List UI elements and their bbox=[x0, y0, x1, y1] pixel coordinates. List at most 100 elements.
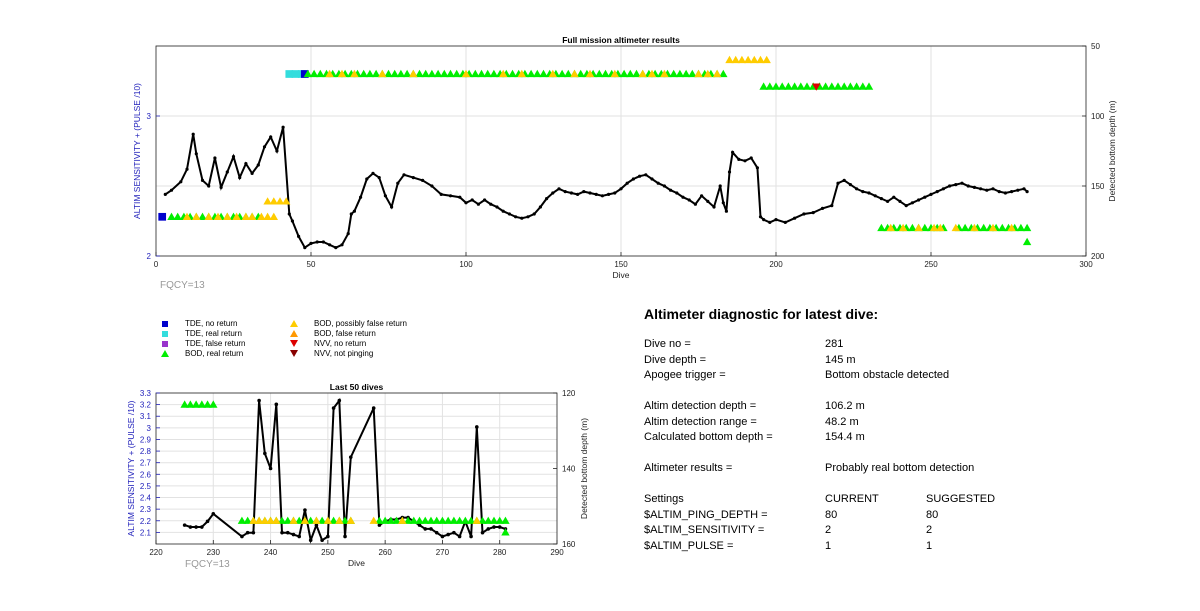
diag-row-pulse: $ALTIM_PULSE = 1 1 bbox=[644, 539, 1164, 555]
bod-real-return-marker bbox=[272, 516, 281, 524]
y-axis-label: ALTIM SENSITIVITY + (PULSE /10) bbox=[126, 400, 136, 536]
bod-real-return-marker bbox=[329, 516, 338, 524]
bod-possibly-false-marker bbox=[260, 516, 270, 524]
tde-real-return-marker bbox=[291, 70, 300, 78]
bod-real-return-marker bbox=[557, 69, 567, 78]
bod-possibly-false-marker bbox=[312, 516, 321, 524]
bottom-depth-point bbox=[631, 177, 636, 181]
bottom-depth-point bbox=[225, 170, 229, 174]
bod-real-return-marker bbox=[390, 69, 399, 78]
bottom-depth-point bbox=[470, 198, 474, 202]
y-tick-label: 2.1 bbox=[140, 528, 152, 537]
bottom-depth-point bbox=[349, 212, 353, 216]
bottom-depth-point bbox=[383, 194, 387, 198]
bod-real-return-marker bbox=[173, 212, 182, 220]
bod-real-return-marker bbox=[564, 69, 573, 78]
bod-real-return-marker bbox=[433, 69, 443, 78]
bottom-depth-point bbox=[394, 517, 399, 522]
legend-label: BOD, possibly false return bbox=[314, 319, 407, 328]
legend-label: TDE, false return bbox=[185, 339, 246, 348]
bod-possibly-false-marker bbox=[337, 69, 347, 78]
bod-possibly-false-marker bbox=[350, 69, 359, 78]
bod-possibly-false-marker bbox=[886, 223, 895, 232]
y-tick-label: 3.2 bbox=[140, 401, 152, 410]
bottom-depth-point bbox=[836, 181, 840, 185]
y-tick-label: 3.3 bbox=[140, 389, 152, 398]
x-tick-label: 200 bbox=[769, 260, 783, 269]
bod-real-return-marker bbox=[827, 82, 836, 90]
bottom-depth-point bbox=[337, 398, 342, 403]
bottom-depth-point bbox=[625, 181, 629, 185]
bottom-depth-point bbox=[371, 406, 376, 410]
bottom-depth-point bbox=[718, 184, 722, 188]
bottom-depth-point bbox=[263, 451, 267, 456]
bottom-depth-point bbox=[280, 530, 284, 535]
y2-tick-label: 150 bbox=[1091, 182, 1105, 191]
bod-possibly-false-marker bbox=[369, 516, 378, 524]
bod-possibly-false-marker bbox=[192, 212, 201, 220]
bottom-depth-point bbox=[287, 212, 291, 216]
bod-possibly-false-marker bbox=[254, 516, 264, 524]
bod-real-return-marker bbox=[427, 69, 437, 78]
x-axis-label: Dive bbox=[348, 558, 365, 568]
bod-possibly-false-marker bbox=[204, 212, 213, 220]
bod-real-return-marker bbox=[1016, 223, 1026, 232]
bottom-depth-point bbox=[576, 192, 580, 196]
bottom-depth-point bbox=[917, 198, 921, 202]
bod-possibly-false-marker bbox=[743, 55, 753, 64]
bottom-depth-point bbox=[569, 191, 574, 195]
bottom-depth-point bbox=[749, 156, 753, 160]
bottom-depth-point bbox=[434, 530, 439, 535]
diag-label: Altim detection depth = bbox=[644, 400, 757, 412]
bod-real-return-marker bbox=[392, 516, 401, 524]
bod-possibly-false-marker bbox=[762, 55, 771, 64]
bottom-depth-point bbox=[334, 246, 338, 250]
bod-possibly-false-marker bbox=[712, 69, 722, 78]
bottom-depth-point bbox=[213, 156, 217, 160]
diag-row-sensitivity: $ALTIM_SENSITIVITY = 2 2 bbox=[644, 523, 1164, 539]
bod-real-return-marker bbox=[778, 82, 787, 90]
bottom-depth-point bbox=[191, 132, 195, 136]
bottom-depth-point bbox=[321, 240, 325, 244]
bod-real-return-marker bbox=[920, 223, 929, 232]
altimeter-diagnostic-panel: Altimeter diagnostic for latest dive: Di… bbox=[644, 306, 1164, 554]
bod-real-return-marker bbox=[858, 82, 867, 90]
legend-label: NVV, not pinging bbox=[314, 349, 374, 358]
bottom-depth-point bbox=[290, 219, 294, 223]
bod-real-return-marker bbox=[478, 516, 487, 524]
bottom-depth-point bbox=[291, 532, 296, 537]
diag-label: $ALTIM_PULSE = bbox=[644, 539, 734, 552]
bottom-depth-point bbox=[1022, 187, 1026, 191]
marker-legend: TDE, no return TDE, real return TDE, fal… bbox=[158, 318, 458, 366]
bod-possibly-false-marker bbox=[263, 197, 272, 205]
bottom-depth-point bbox=[285, 530, 290, 535]
bottom-depth-point bbox=[755, 166, 760, 170]
bottom-depth-point bbox=[314, 523, 319, 527]
legend-label: TDE, no return bbox=[185, 319, 238, 328]
bottom-depth-point bbox=[200, 525, 204, 529]
x-tick-label: 220 bbox=[149, 548, 163, 557]
bod-possibly-false-marker bbox=[1007, 223, 1016, 232]
y-tick-label: 2.5 bbox=[140, 482, 152, 491]
bod-real-return-marker bbox=[380, 516, 390, 524]
bod-possibly-false-marker bbox=[638, 69, 647, 78]
bod-real-return-marker bbox=[309, 69, 319, 78]
bottom-depth-point bbox=[855, 187, 859, 191]
bottom-depth-point bbox=[762, 218, 766, 222]
bod-possibly-false-marker bbox=[756, 55, 765, 64]
bottom-depth-point bbox=[483, 198, 487, 202]
bod-real-return-marker bbox=[371, 69, 381, 78]
bottom-depth-point bbox=[619, 187, 623, 191]
bottom-depth-point bbox=[297, 234, 301, 238]
bod-real-return-marker bbox=[802, 82, 812, 90]
x-tick-label: 270 bbox=[436, 548, 450, 557]
x-tick-label: 0 bbox=[154, 260, 159, 269]
bottom-depth-point bbox=[389, 517, 393, 522]
bod-real-return-marker bbox=[796, 82, 805, 90]
diagnostic-title: Altimeter diagnostic for latest dive: bbox=[644, 306, 879, 322]
bottom-depth-point bbox=[194, 152, 198, 156]
bottom-depth-point bbox=[991, 187, 995, 191]
bottom-depth-point bbox=[960, 181, 964, 185]
bottom-depth-point bbox=[607, 192, 611, 196]
bottom-depth-point bbox=[480, 530, 485, 535]
